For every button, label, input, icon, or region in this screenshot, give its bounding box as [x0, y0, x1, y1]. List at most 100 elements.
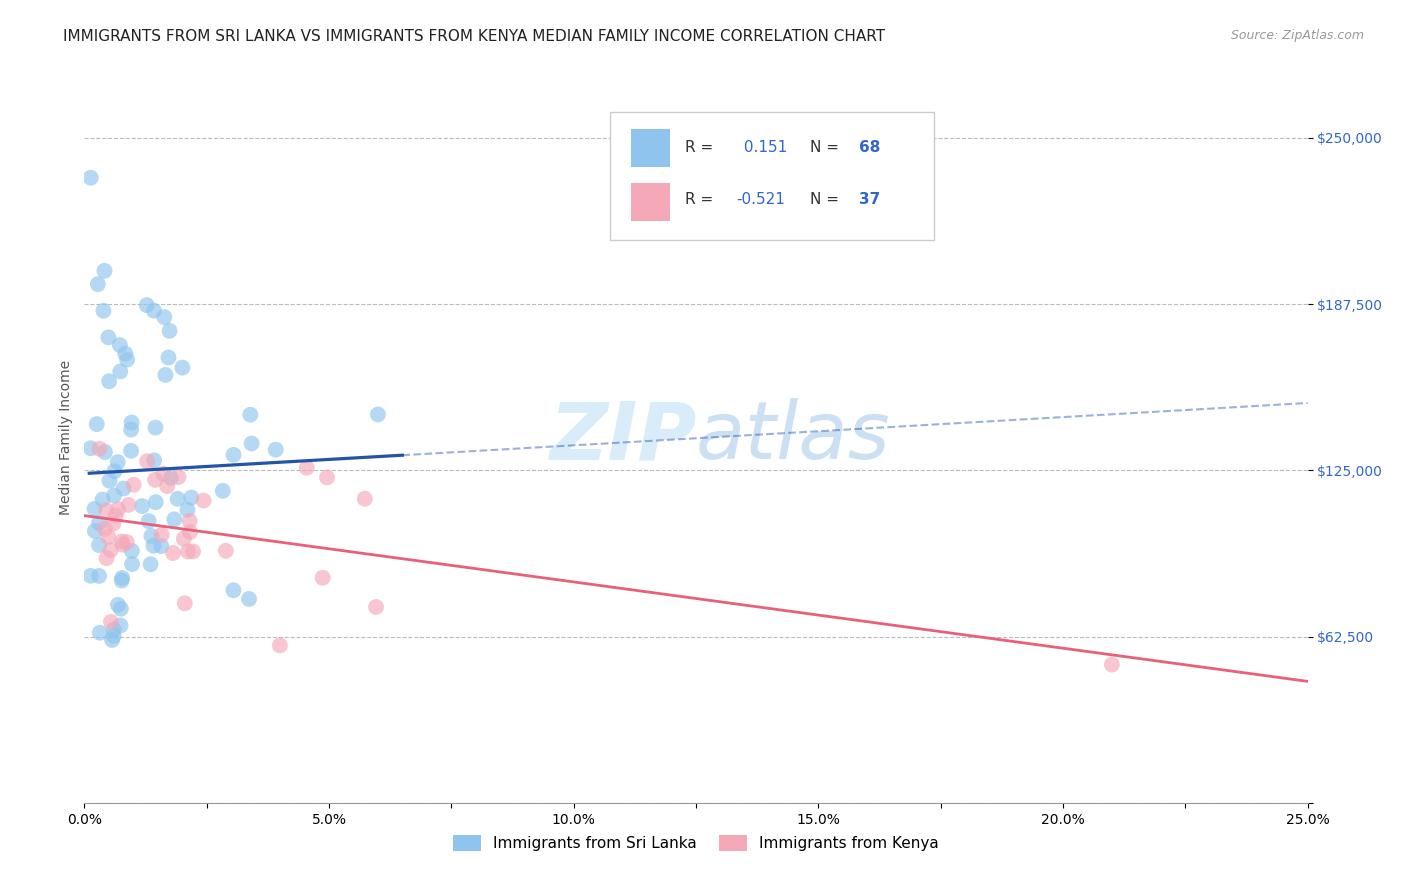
- Point: [141, 529, 163, 543]
- Point: [103, 516, 125, 531]
- Point: [239, 408, 262, 422]
- Point: [103, 629, 125, 643]
- Point: [107, 455, 129, 469]
- Point: [111, 571, 134, 585]
- Point: [87, 569, 110, 583]
- Text: 37: 37: [859, 193, 880, 207]
- Point: [163, 512, 186, 526]
- Point: [87, 538, 110, 552]
- Point: [180, 491, 202, 505]
- Point: [103, 489, 125, 503]
- Point: [142, 539, 165, 553]
- FancyBboxPatch shape: [631, 183, 671, 221]
- Point: [135, 298, 157, 312]
- Point: [98, 474, 121, 488]
- Point: [142, 303, 165, 318]
- FancyBboxPatch shape: [631, 128, 671, 167]
- Y-axis label: Median Family Income: Median Family Income: [59, 359, 73, 515]
- Point: [107, 598, 129, 612]
- Text: ZIP: ZIP: [548, 398, 696, 476]
- Point: [101, 632, 124, 647]
- Point: [97, 330, 120, 344]
- Legend: Immigrants from Sri Lanka, Immigrants from Kenya: Immigrants from Sri Lanka, Immigrants fr…: [447, 830, 945, 857]
- FancyBboxPatch shape: [610, 112, 935, 240]
- Point: [150, 539, 173, 553]
- Point: [89, 442, 111, 456]
- Point: [160, 471, 183, 485]
- Point: [166, 491, 188, 506]
- Point: [111, 574, 134, 588]
- Point: [100, 543, 122, 558]
- Point: [367, 408, 389, 422]
- Point: [150, 528, 173, 542]
- Point: [215, 543, 238, 558]
- Point: [121, 416, 143, 430]
- Point: [117, 498, 139, 512]
- Point: [110, 601, 132, 615]
- Text: -0.521: -0.521: [737, 193, 785, 207]
- Point: [110, 364, 132, 378]
- Point: [89, 625, 111, 640]
- Point: [83, 524, 105, 538]
- Text: 68: 68: [859, 140, 880, 154]
- Point: [100, 615, 122, 629]
- Text: Source: ZipAtlas.com: Source: ZipAtlas.com: [1230, 29, 1364, 42]
- Point: [240, 436, 263, 450]
- Point: [157, 351, 180, 365]
- Point: [222, 448, 245, 462]
- Point: [87, 516, 110, 530]
- Point: [108, 338, 131, 352]
- Point: [264, 442, 287, 457]
- Point: [162, 546, 184, 560]
- Point: [120, 423, 142, 437]
- Point: [211, 483, 233, 498]
- Point: [103, 464, 125, 478]
- Point: [177, 544, 200, 558]
- Point: [176, 503, 198, 517]
- Point: [316, 470, 339, 484]
- Point: [96, 503, 118, 517]
- Text: R =: R =: [685, 140, 713, 154]
- Point: [269, 639, 291, 653]
- Point: [145, 420, 167, 434]
- Point: [83, 502, 105, 516]
- Text: 0.151: 0.151: [738, 140, 787, 154]
- Point: [222, 583, 245, 598]
- Point: [152, 467, 174, 481]
- Point: [87, 277, 110, 292]
- Point: [353, 491, 375, 506]
- Point: [156, 479, 179, 493]
- Point: [1101, 657, 1123, 672]
- Point: [121, 557, 143, 571]
- Point: [179, 514, 201, 528]
- Point: [138, 514, 160, 528]
- Point: [173, 596, 195, 610]
- Point: [112, 482, 135, 496]
- Point: [193, 493, 215, 508]
- Point: [181, 544, 204, 558]
- Point: [153, 310, 176, 324]
- Point: [295, 460, 318, 475]
- Point: [94, 445, 117, 459]
- Point: [139, 558, 162, 572]
- Point: [145, 495, 167, 509]
- Point: [115, 352, 138, 367]
- Point: [107, 502, 129, 516]
- Point: [167, 470, 190, 484]
- Point: [136, 454, 159, 468]
- Point: [179, 525, 201, 540]
- Point: [111, 534, 134, 549]
- Point: [80, 170, 103, 185]
- Point: [79, 442, 101, 456]
- Point: [115, 535, 138, 549]
- Point: [111, 538, 134, 552]
- Point: [91, 492, 114, 507]
- Point: [131, 499, 153, 513]
- Point: [98, 374, 121, 388]
- Point: [86, 417, 108, 431]
- Point: [114, 346, 136, 360]
- Text: N =: N =: [810, 193, 839, 207]
- Point: [155, 368, 177, 382]
- Point: [110, 618, 132, 632]
- Point: [122, 477, 145, 491]
